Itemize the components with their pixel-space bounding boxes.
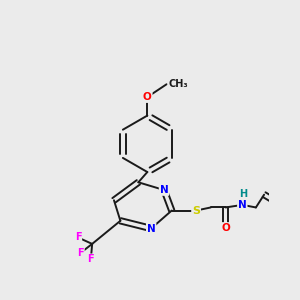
Text: S: S: [192, 206, 200, 215]
Text: F: F: [77, 248, 84, 258]
Text: H: H: [239, 189, 247, 199]
Text: O: O: [143, 92, 152, 102]
Text: O: O: [221, 223, 230, 233]
Text: CH₃: CH₃: [168, 79, 188, 89]
Text: N: N: [160, 185, 168, 195]
Text: N: N: [238, 200, 247, 210]
Text: N: N: [147, 224, 156, 233]
Text: F: F: [88, 254, 94, 264]
Text: F: F: [75, 232, 81, 242]
